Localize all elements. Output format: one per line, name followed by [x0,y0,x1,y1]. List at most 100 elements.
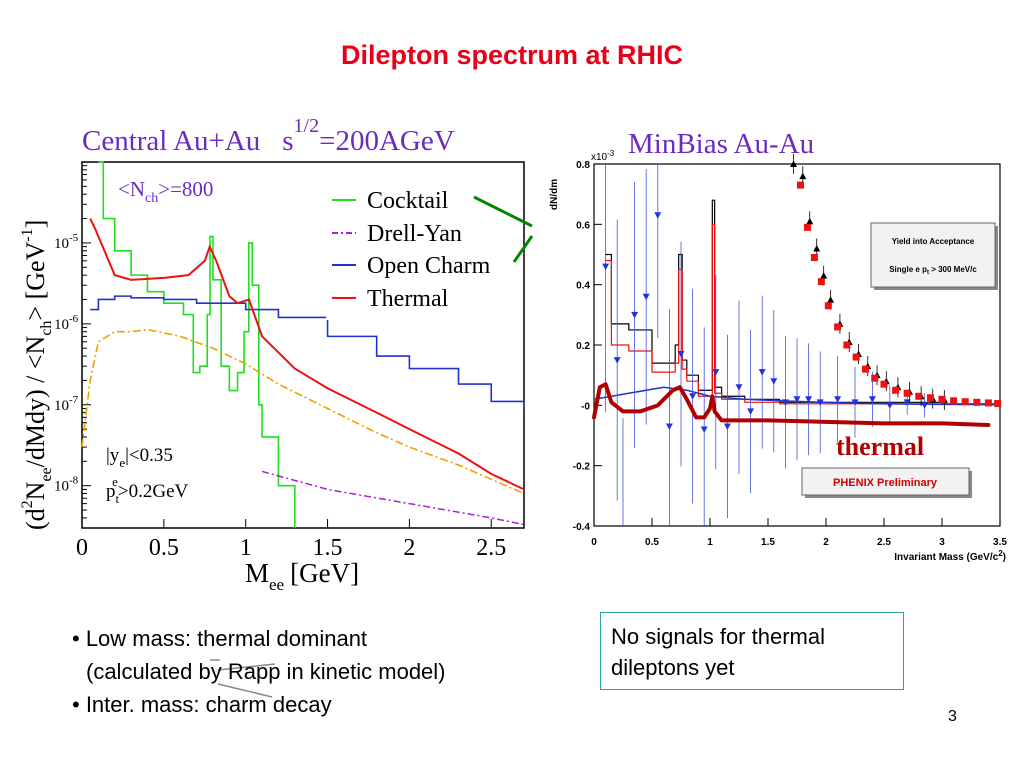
left-title-exp: 1/2 [294,115,320,137]
right-red-point [903,389,911,397]
left-x-tick-label: 0.5 [149,535,179,561]
right-blue-point [921,402,929,409]
right-y-tick-label: 0.6 [576,220,590,231]
right-red-point [880,380,888,388]
ylabel-c: N [21,481,50,500]
pt-d: >0.2GeV [118,481,189,502]
left-title-main: Central Au+Au [82,125,260,157]
left-legend: Cocktail Drell-Yan Open Charm Thermal [326,186,498,320]
right-blue-point [834,396,842,403]
bullet-list: • Low mass: thermal dominant (calculated… [72,622,446,721]
yscale-a: x10 [591,152,608,163]
right-black-point [813,244,821,252]
right-x-tick-label: 2 [823,537,829,548]
ye-c: |<0.35 [125,445,173,466]
info-line-b: t [927,270,929,276]
right-blue-line [593,386,1001,406]
badge-body [801,467,970,496]
left-series-group [81,161,525,528]
info-box-body [870,222,996,288]
right-x-tick-label: 1.5 [761,537,775,548]
info-line-c: > 300 MeV/c [929,265,977,274]
left-x-axis: 0 0.5 1 1.5 2 2.5 [76,519,506,561]
right-red-point [817,278,825,286]
right-x-tick-label: 0.5 [645,537,659,548]
right-blue-point [868,396,876,403]
nch-annotation: <Nch>=800 [118,177,213,206]
right-blue-point [851,399,859,406]
bullet-inter-mass: • Inter. mass: charm decay [72,692,332,717]
right-series-group [592,154,1002,526]
right-y-tick-label: 0.8 [576,160,590,171]
right-red-point [810,254,818,262]
right-x-tick-label: 0 [591,537,597,548]
right-y-tick-label: -0.2 [573,462,591,473]
right-y-tick-label: -0.4 [573,522,591,533]
left-chart: Central Au+Au s1/2=200AGeV 0 0.5 1 1.5 2 2.5 1… [19,115,525,594]
info-box-title: Yield into Acceptance [892,237,975,246]
legend-label-open-charm: Open Charm [367,253,491,279]
left-y-tick-label: 10-8 [54,475,79,495]
right-red-point [871,374,879,382]
right-blue-point [689,393,697,400]
tick-base: 10 [54,398,69,414]
badge-text: PHENIX Preliminary [833,477,938,489]
acceptance-info-box: Yield into Acceptance Single e pt > 300 … [870,222,998,290]
info-box-line: Single e pt > 300 MeV/c [889,265,977,276]
left-x-tick-label: 1 [240,535,252,561]
right-x-tick-label: 3 [939,537,945,548]
xlabel-sub: ee [269,575,284,594]
left-series-open-charm-line [90,295,525,409]
right-axes: 0 0.5 1 1.5 2 2.5 3 3.5 -0.4 -0.2 -0 0.2 0.4 0.6 0.8 [573,160,1008,548]
right-red-point [892,386,900,394]
pt-b: t [116,491,120,506]
right-chart-title: MinBias Au-Au [628,128,814,160]
right-blue-point [805,396,813,403]
left-x-tick-label: 0 [76,535,88,561]
arrow-line-1 [217,663,276,671]
right-x-tick-label: 3.5 [993,537,1007,548]
left-series-cocktail-line [98,161,296,528]
right-red-point [861,365,869,373]
right-blue-point [735,384,743,391]
right-red-point [973,398,981,406]
left-y-axis: 10-510-610-710-8 [54,165,91,529]
ye-a: |y [106,445,120,466]
right-blue-point [642,293,650,301]
left-title-s: s [282,125,293,157]
right-black-point [799,172,807,180]
ylabel-e: /dMdy) / <N [21,335,50,467]
right-blue-point [770,378,778,385]
left-chart-title: Central Au+Au s1/2=200AGeV [82,115,455,157]
right-black-point [806,217,814,225]
right-thermal-band-line [592,382,991,427]
left-x-axis-label: Mee [GeV] [245,558,359,594]
tick-exponent: -7 [69,394,79,406]
right-blue-point [903,399,911,406]
connector-line-upper [473,195,533,228]
ylabel-f: ch [38,321,55,336]
right-y-scale-label: x10-3 [591,149,615,163]
right-blue-point [886,402,894,409]
right-blue-point [631,311,639,319]
page-number: 3 [948,708,957,725]
left-y-tick-label: 10-6 [54,313,79,333]
right-red-point [915,392,923,400]
info-line-a: Single e p [889,265,927,274]
ylabel-h: -1 [19,228,36,241]
tick-base: 10 [54,317,69,333]
tick-exponent: -6 [69,313,79,325]
ylabel-i: ] [21,220,50,229]
pt-c: e [112,474,118,489]
left-plot-frame [81,161,525,529]
tick-exponent: -5 [69,232,79,244]
ylabel-d: ee [38,467,55,481]
ylabel-a: (d [21,508,50,530]
right-red-point [994,400,1002,408]
right-red-point [803,223,811,231]
slide-title: Dilepton spectrum at RHIC [340,40,684,70]
right-y-tick-label: -0 [581,401,590,412]
right-red-point [961,398,969,406]
right-blue-point [781,399,789,406]
